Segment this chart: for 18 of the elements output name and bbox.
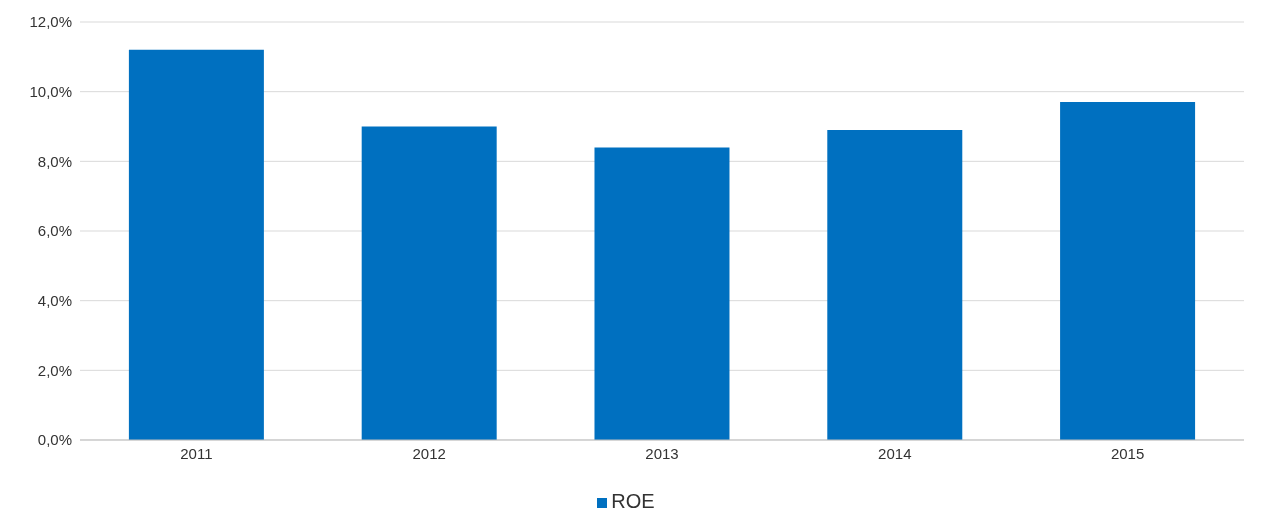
y-tick-label: 2,0%	[37, 361, 72, 379]
bar	[128, 49, 264, 440]
bar	[594, 147, 730, 440]
x-tick-label: 2011	[180, 444, 213, 462]
y-tick-label: 0,0%	[37, 431, 72, 449]
bar	[827, 129, 963, 440]
y-tick-label: 12,0%	[29, 13, 72, 31]
y-tick-label: 6,0%	[37, 222, 72, 240]
bar	[361, 126, 497, 440]
bar	[1060, 102, 1196, 440]
x-tick-label: 2012	[412, 444, 446, 462]
x-tick-label: 2015	[1110, 444, 1145, 462]
y-tick-label: 8,0%	[37, 152, 72, 170]
x-tick-label: 2013	[645, 444, 679, 462]
y-tick-label: 10,0%	[29, 82, 72, 100]
legend-label: ROE	[611, 490, 655, 512]
y-tick-label: 4,0%	[37, 291, 72, 309]
x-tick-label: 2014	[878, 444, 912, 462]
